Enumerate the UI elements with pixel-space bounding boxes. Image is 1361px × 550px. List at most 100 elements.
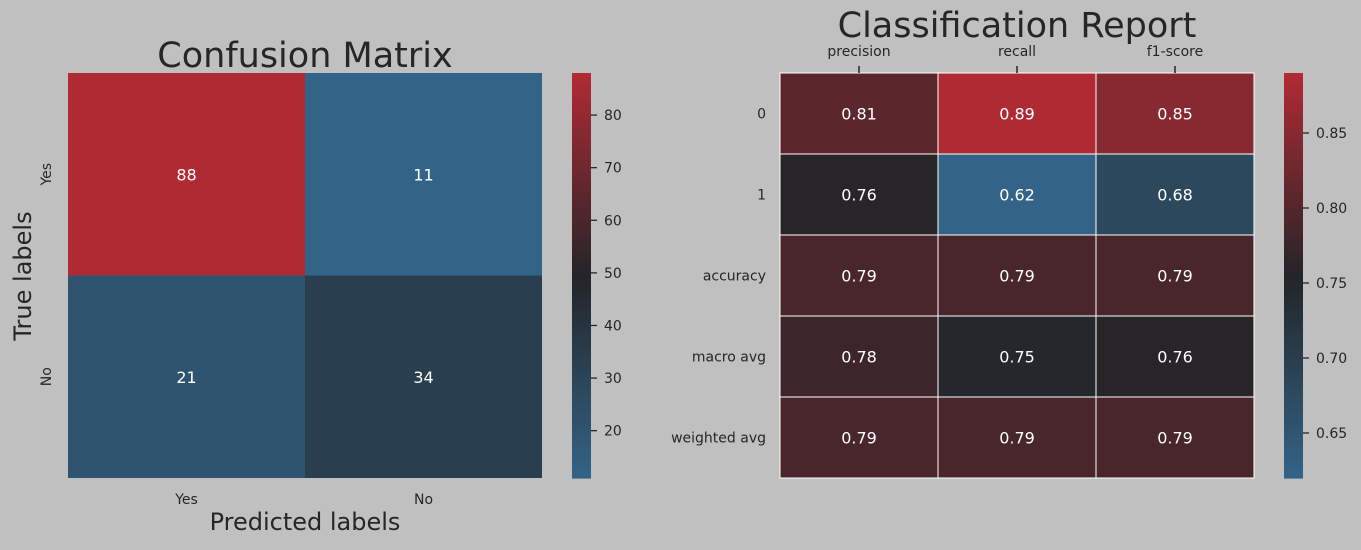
- colorbar-segment: [572, 349, 591, 354]
- colorbar-segment: [572, 339, 591, 344]
- cell-value-label: 0.85: [1157, 105, 1193, 124]
- colorbar-segment: [1284, 417, 1303, 422]
- colorbar-segment: [572, 336, 591, 341]
- colorbar-tick-label: 70: [604, 161, 622, 177]
- colorbar-segment: [1284, 336, 1303, 341]
- cm-y-ticks: Yes No: [39, 163, 55, 386]
- colorbar-segment: [572, 417, 591, 422]
- colorbar-segment: [572, 79, 591, 84]
- colorbar-segment: [572, 275, 591, 280]
- colorbar-segment: [572, 370, 591, 374]
- colorbar-segment: [1284, 309, 1303, 314]
- colorbar-segment: [1284, 127, 1303, 131]
- colorbar-segment: [572, 140, 591, 145]
- colorbar-segment: [1284, 430, 1303, 435]
- colorbar-segment: [1284, 258, 1303, 263]
- colorbar-segment: [1284, 420, 1303, 425]
- colorbar-segment: [1284, 123, 1303, 128]
- colorbar-segment: [572, 319, 591, 324]
- colorbar-segment: [1284, 231, 1303, 236]
- colorbar-segment: [572, 366, 591, 371]
- colorbar-segment: [1284, 437, 1303, 442]
- heatmap-cell: [1095, 234, 1255, 317]
- colorbar-segment: [572, 299, 591, 304]
- colorbar-segment: [1284, 424, 1303, 428]
- heatmap-cell: [779, 315, 939, 398]
- colorbar-segment: [572, 295, 591, 300]
- colorbar-segment: [1284, 255, 1303, 260]
- colorbar-segment: [572, 329, 591, 334]
- colorbar-segment: [572, 407, 591, 412]
- colorbar-segment: [1284, 383, 1303, 388]
- heatmap-cell: [1095, 153, 1255, 236]
- colorbar-segment: [572, 430, 591, 435]
- confusion-matrix-chart: Confusion Matrix 88 11 21 34 Yes No Yes No Pr…: [9, 36, 622, 536]
- heatmap-cell: [937, 153, 1097, 236]
- x-tick-label: No: [414, 492, 433, 508]
- colorbar-segment: [572, 235, 591, 239]
- colorbar-segment: [572, 194, 591, 199]
- colorbar-segment: [1284, 218, 1303, 223]
- colorbar-segment: [1284, 265, 1303, 270]
- heatmap-cell: [68, 275, 305, 478]
- colorbar-segment: [1284, 289, 1303, 293]
- colorbar-segment: [572, 96, 591, 101]
- colorbar-segment: [572, 457, 591, 462]
- colorbar-segment: [1284, 353, 1303, 358]
- colorbar-segment: [1284, 89, 1303, 94]
- colorbar-segment: [572, 187, 591, 192]
- colorbar-segment: [1284, 137, 1303, 142]
- colorbar-segment: [572, 268, 591, 273]
- colorbar-segment: [572, 238, 591, 243]
- colorbar-segment: [572, 221, 591, 226]
- cell-value-label: 0.79: [841, 267, 877, 286]
- colorbar-segment: [1284, 130, 1303, 135]
- colorbar-segment: [1284, 343, 1303, 347]
- colorbar-segment: [1284, 73, 1303, 77]
- colorbar-segment: [572, 346, 591, 351]
- cm-colorbar: 80 70 60 50 40 30 20: [572, 73, 622, 479]
- colorbar-segment: [1284, 251, 1303, 256]
- colorbar-segment: [572, 302, 591, 307]
- heatmap-cell: [779, 234, 939, 317]
- colorbar-segment: [572, 251, 591, 256]
- colorbar-segment: [572, 116, 591, 121]
- cell-value-label: 21: [176, 368, 196, 387]
- colorbar-segment: [572, 106, 591, 111]
- colorbar-segment: [1284, 238, 1303, 243]
- colorbar-segment: [1284, 285, 1303, 290]
- colorbar-segment: [1284, 197, 1303, 202]
- colorbar-segment: [572, 447, 591, 452]
- colorbar-segment: [1284, 170, 1303, 175]
- colorbar-segment: [1284, 339, 1303, 344]
- colorbar-segment: [572, 214, 591, 219]
- y-tick-label: weighted avg: [671, 431, 766, 447]
- colorbar-segment: [1284, 140, 1303, 145]
- colorbar-segment: [1284, 454, 1303, 459]
- colorbar-segment: [572, 393, 591, 398]
- colorbar-segment: [572, 262, 591, 266]
- x-tick-label: f1-score: [1147, 44, 1204, 60]
- colorbar-segment: [572, 224, 591, 229]
- colorbar-segment: [1284, 154, 1303, 158]
- colorbar-segment: [1284, 103, 1303, 108]
- colorbar-segment: [572, 413, 591, 418]
- cr-y-ticks: 0 1 accuracy macro avg weighted avg: [671, 107, 766, 447]
- colorbar-segment: [1284, 235, 1303, 239]
- colorbar-segment: [1284, 181, 1303, 185]
- colorbar-segment: [1284, 110, 1303, 115]
- colorbar-segment: [572, 285, 591, 290]
- colorbar-segment: [1284, 100, 1303, 104]
- colorbar-segment: [1284, 106, 1303, 111]
- heatmap-cell: [68, 73, 305, 276]
- cell-value-label: 0.81: [841, 105, 877, 124]
- colorbar-segment: [572, 343, 591, 347]
- colorbar-segment: [572, 130, 591, 135]
- cell-value-label: 0.79: [1157, 267, 1193, 286]
- colorbar-segment: [572, 454, 591, 459]
- colorbar-segment: [1284, 184, 1303, 189]
- colorbar-segment: [1284, 120, 1303, 125]
- cr-cells: 0.81 0.89 0.85 0.76 0.62 0.68 0.79 0.79 0.79 0.78…: [779, 72, 1255, 479]
- colorbar-segment: [1284, 332, 1303, 337]
